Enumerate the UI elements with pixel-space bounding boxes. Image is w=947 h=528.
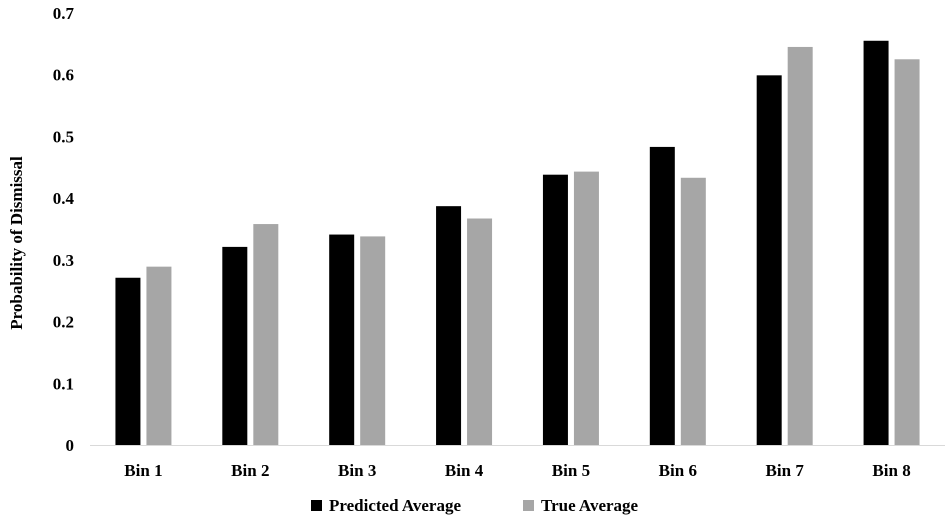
legend-swatch-predicted — [311, 500, 322, 511]
x-axis-ticks: Bin 1 Bin 2 Bin 3 Bin 4 Bin 5 Bin 6 Bin 7 Bin 8 — [124, 461, 910, 480]
bar-predicted-6 — [649, 146, 675, 446]
legend-swatch-true — [523, 500, 534, 511]
y-axis-title: Probability of Dismissal — [7, 156, 26, 330]
bar-true-6 — [680, 177, 706, 445]
x-tick-label: Bin 3 — [338, 461, 376, 480]
x-tick-label: Bin 2 — [231, 461, 269, 480]
bar-true-2 — [253, 224, 279, 445]
bar-predicted-5 — [542, 174, 568, 446]
bar-true-3 — [360, 236, 386, 445]
x-tick-label: Bin 6 — [659, 461, 697, 480]
y-tick-label: 0.7 — [53, 4, 75, 23]
bar-predicted-1 — [115, 277, 141, 445]
y-tick-label: 0.6 — [53, 66, 74, 85]
y-tick-label: 0.1 — [53, 374, 74, 393]
bar-true-5 — [573, 171, 599, 445]
bar-true-1 — [146, 266, 172, 445]
y-tick-label: 0.4 — [53, 189, 75, 208]
x-tick-label: Bin 1 — [124, 461, 162, 480]
y-tick-label: 0.5 — [53, 127, 74, 146]
bar-true-7 — [787, 46, 813, 445]
y-tick-label: 0.3 — [53, 251, 74, 270]
x-tick-label: Bin 8 — [872, 461, 910, 480]
legend-label-true: True Average — [541, 496, 639, 515]
y-axis-ticks: 0 0.1 0.2 0.3 0.4 0.5 0.6 0.7 — [53, 4, 75, 455]
bar-predicted-7 — [756, 75, 782, 446]
x-tick-label: Bin 7 — [766, 461, 805, 480]
x-tick-label: Bin 5 — [552, 461, 590, 480]
legend-label-predicted: Predicted Average — [329, 496, 461, 515]
x-tick-label: Bin 4 — [445, 461, 484, 480]
y-tick-label: 0.2 — [53, 313, 74, 332]
bar-predicted-2 — [222, 246, 248, 445]
bar-true-4 — [467, 218, 493, 445]
bar-predicted-3 — [329, 234, 355, 445]
legend: Predicted Average True Average — [311, 496, 639, 515]
bar-predicted-8 — [863, 40, 889, 446]
y-tick-label: 0 — [66, 436, 75, 455]
bar-true-8 — [894, 59, 920, 446]
bar-predicted-4 — [436, 206, 462, 445]
bars-group — [115, 40, 920, 446]
